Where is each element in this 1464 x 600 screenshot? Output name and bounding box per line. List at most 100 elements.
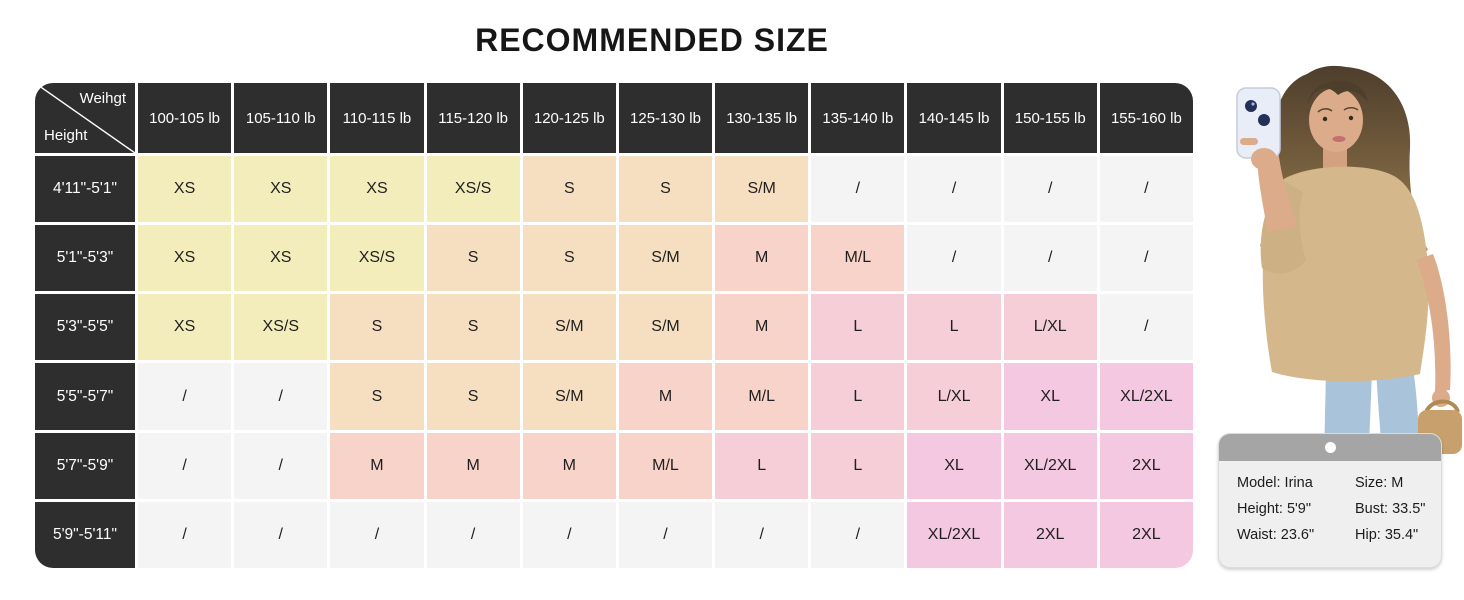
size-cell: S bbox=[426, 225, 520, 292]
size-cell: M bbox=[618, 363, 713, 430]
size-table: Weihgt Height 100-105 lb 105-110 lb 110-11… bbox=[35, 83, 1193, 568]
size-cell: M/L bbox=[811, 225, 905, 292]
size-cell: XS/S bbox=[330, 225, 424, 292]
model-illustration bbox=[1236, 65, 1462, 460]
size-cell: / bbox=[1003, 225, 1097, 292]
model-bust-label: Bust: 33.5" bbox=[1355, 501, 1426, 517]
phone-camera-glint bbox=[1251, 102, 1255, 106]
handbag-handle bbox=[1424, 399, 1460, 414]
corner-header-cell: Weihgt Height bbox=[35, 83, 135, 153]
weight-header-cell: 115-120 lb bbox=[426, 83, 520, 153]
size-cell: / bbox=[426, 501, 520, 568]
size-cell: / bbox=[1099, 156, 1193, 223]
size-cell: / bbox=[811, 156, 905, 223]
face bbox=[1309, 88, 1363, 152]
size-cell: S bbox=[330, 363, 424, 430]
size-cell: XL/2XL bbox=[1003, 432, 1097, 499]
thumb bbox=[1240, 138, 1258, 145]
model-name-label: Model: Irina bbox=[1237, 475, 1313, 491]
tee-body bbox=[1262, 166, 1429, 382]
eye-left bbox=[1322, 116, 1328, 122]
model-size-label: Size: M bbox=[1355, 475, 1404, 491]
model-hip-label: Hip: 35.4" bbox=[1355, 527, 1419, 543]
size-cell: / bbox=[1003, 156, 1097, 223]
size-cell: / bbox=[138, 501, 232, 568]
weight-header-cell: 130-135 lb bbox=[715, 83, 809, 153]
size-cell: / bbox=[907, 156, 1001, 223]
size-cell: / bbox=[138, 432, 232, 499]
card-header-bar bbox=[1219, 434, 1441, 461]
right-hand bbox=[1251, 148, 1277, 170]
size-cell: S bbox=[522, 156, 616, 223]
size-cell: / bbox=[1099, 294, 1193, 361]
weight-header-cell: 150-155 lb bbox=[1003, 83, 1097, 153]
weight-header-cell: 120-125 lb bbox=[522, 83, 616, 153]
hair-front bbox=[1308, 80, 1368, 104]
size-cell: S bbox=[426, 294, 520, 361]
weight-header-cell: 125-130 lb bbox=[618, 83, 713, 153]
height-header-cell: 5'9"-5'11" bbox=[35, 501, 135, 568]
page-title: RECOMMENDED SIZE bbox=[475, 22, 829, 58]
size-cell: L/XL bbox=[1003, 294, 1097, 361]
size-cell: / bbox=[811, 501, 905, 568]
size-cell: 2XL bbox=[1003, 501, 1097, 568]
size-cell: L bbox=[811, 432, 905, 499]
model-height-label: Height: 5'9" bbox=[1237, 501, 1312, 517]
weight-header-cell: 110-115 lb bbox=[330, 83, 424, 153]
size-cell: L bbox=[811, 294, 905, 361]
size-cell: XS/S bbox=[426, 156, 520, 223]
size-cell: M bbox=[330, 432, 424, 499]
eyebrow-right bbox=[1343, 106, 1359, 111]
size-cell: / bbox=[522, 501, 616, 568]
size-cell: S/M bbox=[618, 294, 713, 361]
height-header-cell: 5'5"-5'7" bbox=[35, 363, 135, 430]
height-header-cell: 5'1"-5'3" bbox=[35, 225, 135, 292]
size-cell: XL bbox=[1003, 363, 1097, 430]
eye-right bbox=[1348, 115, 1354, 121]
size-cell: / bbox=[234, 363, 328, 430]
size-cell: / bbox=[618, 501, 713, 568]
height-header-cell: 5'7"-5'9" bbox=[35, 432, 135, 499]
size-cell: M/L bbox=[618, 432, 713, 499]
size-cell: S bbox=[330, 294, 424, 361]
size-cell: XS bbox=[138, 225, 232, 292]
size-cell: 2XL bbox=[1099, 432, 1193, 499]
size-cell: L/XL bbox=[907, 363, 1001, 430]
corner-height-label: Height bbox=[44, 127, 88, 144]
diagonal-divider-line bbox=[35, 83, 135, 153]
weight-header-cell: 155-160 lb bbox=[1099, 83, 1193, 153]
size-cell: XL/2XL bbox=[1099, 363, 1193, 430]
size-cell: M/L bbox=[715, 363, 809, 430]
raised-forearm bbox=[1257, 150, 1298, 232]
phone-camera-1 bbox=[1245, 100, 1257, 112]
size-cell: S bbox=[426, 363, 520, 430]
size-cell: XS bbox=[234, 156, 328, 223]
size-cell: S/M bbox=[618, 225, 713, 292]
size-cell: XL bbox=[907, 432, 1001, 499]
size-cell: 2XL bbox=[1099, 501, 1193, 568]
size-cell: XS bbox=[138, 294, 232, 361]
eyebrow-left bbox=[1317, 108, 1333, 113]
weight-header-cell: 105-110 lb bbox=[234, 83, 328, 153]
weight-header-cell: 140-145 lb bbox=[907, 83, 1001, 153]
model-waist-label: Waist: 23.6" bbox=[1237, 527, 1315, 543]
size-cell: S bbox=[522, 225, 616, 292]
size-cell: / bbox=[330, 501, 424, 568]
size-cell: L bbox=[811, 363, 905, 430]
size-cell: M bbox=[426, 432, 520, 499]
size-cell: / bbox=[234, 432, 328, 499]
size-cell: / bbox=[1099, 225, 1193, 292]
phone bbox=[1236, 87, 1281, 159]
size-cell: XS/S bbox=[234, 294, 328, 361]
size-cell: S bbox=[618, 156, 713, 223]
model-photo bbox=[1210, 60, 1464, 460]
lips bbox=[1332, 136, 1346, 142]
size-cell: XS bbox=[330, 156, 424, 223]
size-cell: M bbox=[522, 432, 616, 499]
size-cell: XS bbox=[138, 156, 232, 223]
size-cell: S/M bbox=[522, 363, 616, 430]
size-cell: / bbox=[715, 501, 809, 568]
height-header-cell: 4'11"-5'1" bbox=[35, 156, 135, 223]
weight-header-cell: 100-105 lb bbox=[138, 83, 232, 153]
phone-camera-2 bbox=[1258, 114, 1270, 126]
